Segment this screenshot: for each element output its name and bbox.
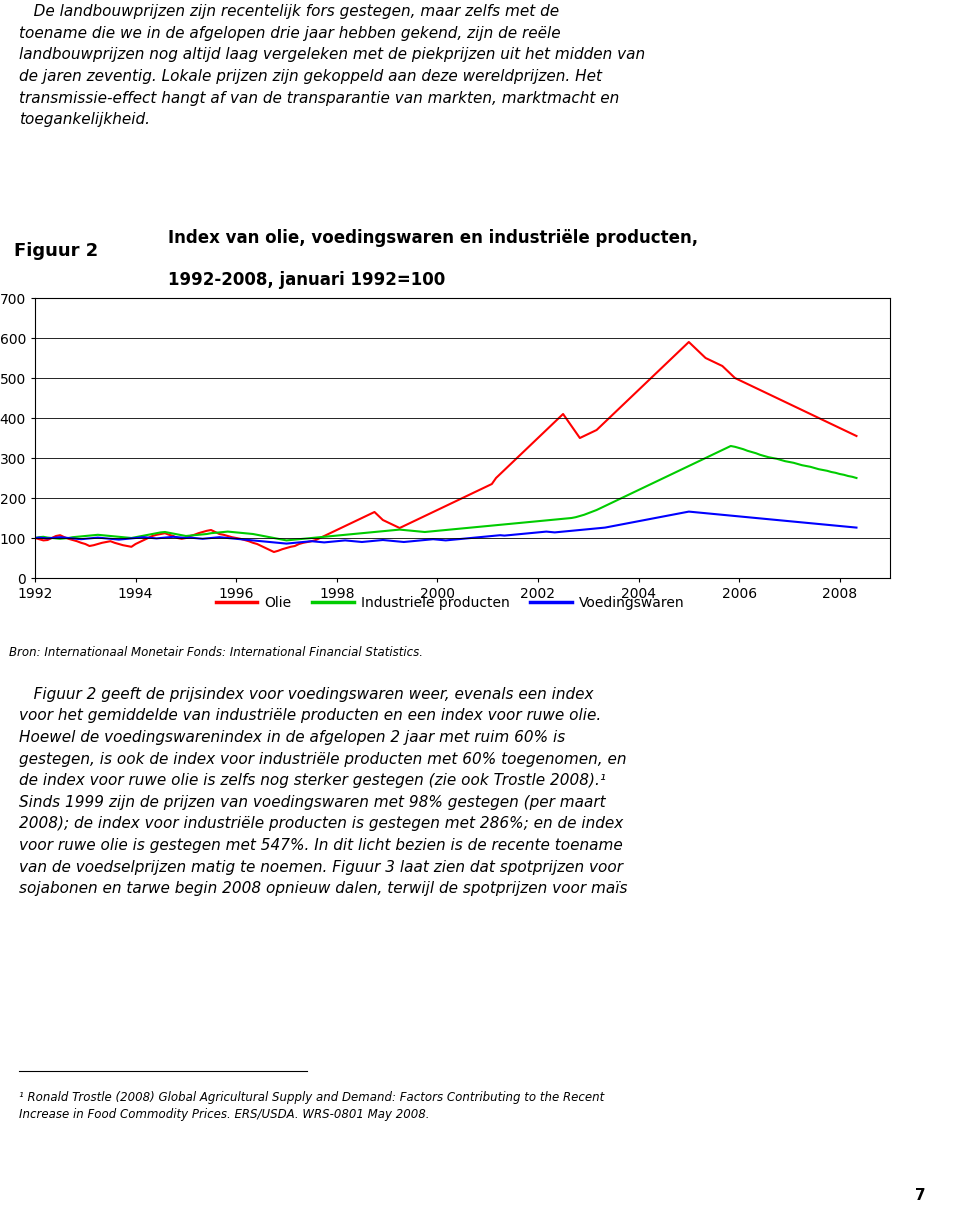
Text: Index van olie, voedingswaren en industriële producten,: Index van olie, voedingswaren en industr… [168, 230, 699, 248]
Text: Bron: Internationaal Monetair Fonds: International Financial Statistics.: Bron: Internationaal Monetair Fonds: Int… [9, 646, 423, 658]
Text: 7: 7 [915, 1188, 925, 1203]
Text: ¹ Ronald Trostle (2008) Global Agricultural Supply and Demand: Factors Contribut: ¹ Ronald Trostle (2008) Global Agricultu… [19, 1092, 605, 1121]
Text: De landbouwprijzen zijn recentelijk fors gestegen, maar zelfs met de
toename die: De landbouwprijzen zijn recentelijk fors… [19, 4, 645, 127]
Text: Figuur 2: Figuur 2 [13, 242, 98, 260]
Text: 1992-2008, januari 1992=100: 1992-2008, januari 1992=100 [168, 271, 445, 289]
Legend: Olie, Industriele producten, Voedingswaren: Olie, Industriele producten, Voedingswar… [210, 591, 690, 615]
Text: Figuur 2 geeft de prijsindex voor voedingswaren weer, evenals een index
voor het: Figuur 2 geeft de prijsindex voor voedin… [19, 686, 628, 896]
